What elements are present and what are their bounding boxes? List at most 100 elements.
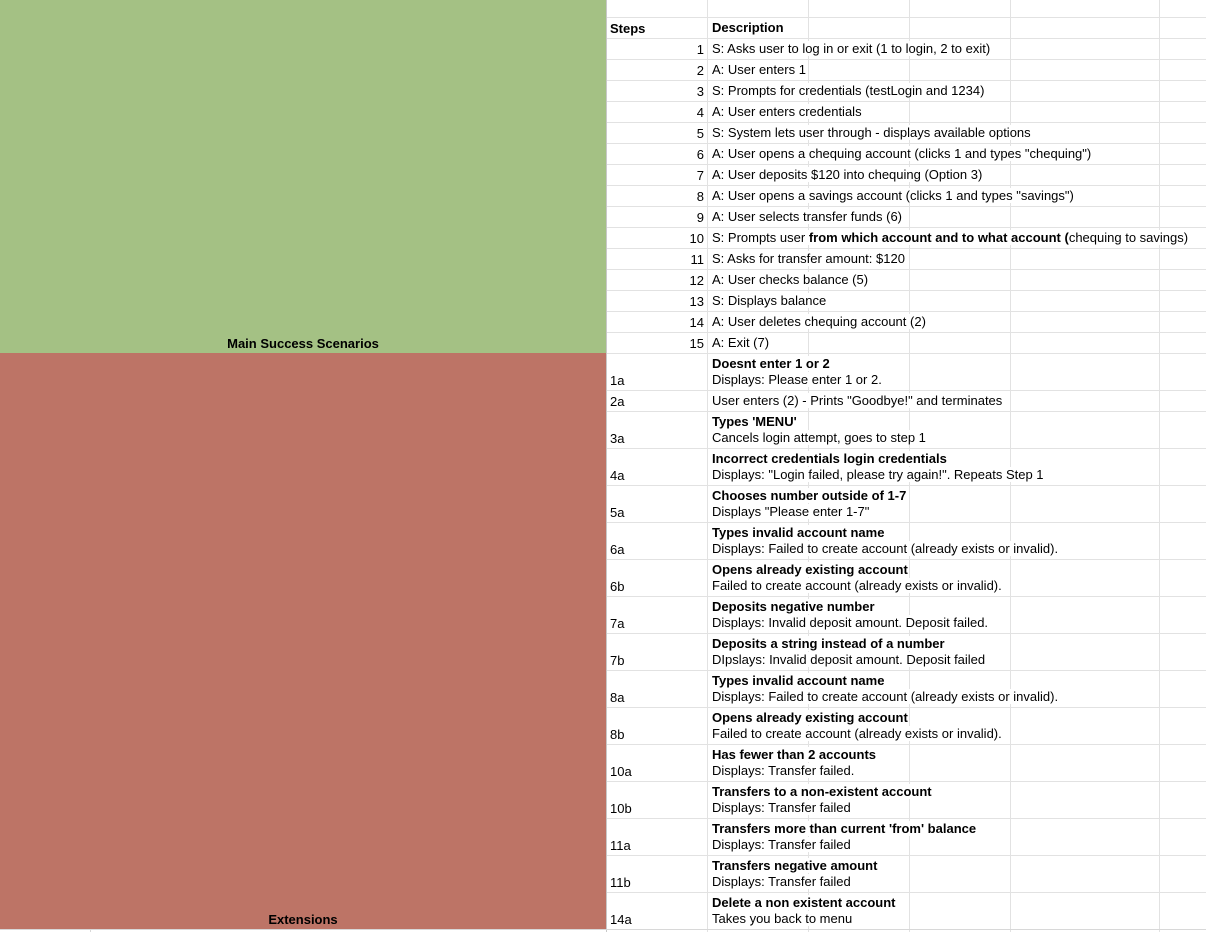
extension-id: 10b bbox=[610, 801, 632, 816]
grid-column-divider bbox=[808, 0, 809, 932]
extension-id: 8a bbox=[610, 690, 625, 705]
extension-row[interactable]: 11b Transfers negative amount Displays: Tr… bbox=[607, 856, 1206, 893]
main-step-row[interactable]: 6 A: User opens a chequing account (click… bbox=[607, 144, 1206, 165]
step-number: 6 bbox=[696, 147, 704, 162]
extension-detail: Displays: Please enter 1 or 2. bbox=[712, 372, 883, 387]
main-step-row[interactable]: 9 A: User selects transfer funds (6) bbox=[607, 207, 1206, 228]
extension-description: Deposits negative number Displays: Invali… bbox=[708, 599, 1206, 631]
extension-detail: Failed to create account (already exists… bbox=[712, 726, 1003, 741]
extension-description: Transfers more than current 'from' balan… bbox=[708, 821, 1206, 853]
extension-row[interactable]: 8b Opens already existing account Failed t… bbox=[607, 708, 1206, 745]
extension-row[interactable]: 8a Types invalid account name Displays: Fa… bbox=[607, 671, 1206, 708]
extension-title: Deposits a string instead of a number bbox=[712, 636, 946, 651]
extension-description: Opens already existing account Failed to … bbox=[708, 562, 1206, 594]
extension-detail: Displays: Transfer failed. bbox=[712, 763, 856, 778]
extension-id: 7a bbox=[610, 616, 625, 631]
main-step-row[interactable]: 13 S: Displays balance bbox=[607, 291, 1206, 312]
extension-description: Types invalid account name Displays: Fail… bbox=[708, 525, 1206, 557]
extension-title: Types invalid account name bbox=[712, 673, 886, 688]
extension-detail: Displays: Failed to create account (alre… bbox=[712, 689, 1060, 704]
extension-title: Delete a non existent account bbox=[712, 895, 897, 910]
main-step-row[interactable]: 7 A: User deposits $120 into chequing (Op… bbox=[607, 165, 1206, 186]
step-description: A: User enters 1 bbox=[712, 62, 807, 77]
extension-row[interactable]: 6a Types invalid account name Displays: Fa… bbox=[607, 523, 1206, 560]
extension-id: 8b bbox=[610, 727, 625, 742]
grid-column-divider bbox=[909, 0, 910, 932]
extension-description: Opens already existing account Failed to … bbox=[708, 710, 1206, 742]
step-description: A: User opens a chequing account (clicks… bbox=[712, 146, 1093, 161]
extension-row[interactable]: 7b Deposits a string instead of a number D… bbox=[607, 634, 1206, 671]
main-step-row[interactable]: 8 A: User opens a savings account (clicks… bbox=[607, 186, 1206, 207]
extension-row[interactable]: 5a Chooses number outside of 1-7 Displays … bbox=[607, 486, 1206, 523]
extension-detail: Displays: Invalid deposit amount. Deposi… bbox=[712, 615, 990, 630]
step-number: 4 bbox=[696, 105, 704, 120]
main-step-row[interactable]: 15 A: Exit (7) bbox=[607, 333, 1206, 354]
extension-row[interactable]: 1a Doesnt enter 1 or 2 Displays: Please en… bbox=[607, 354, 1206, 391]
main-step-row[interactable]: 14 A: User deletes chequing account (2) bbox=[607, 312, 1206, 333]
description-header: Description bbox=[712, 20, 785, 35]
extension-id: 2a bbox=[610, 394, 625, 409]
main-step-row[interactable]: 12 A: User checks balance (5) bbox=[607, 270, 1206, 291]
extension-detail: DIpslays: Invalid deposit amount. Deposi… bbox=[712, 652, 987, 667]
extensions-block[interactable]: Extensions bbox=[0, 353, 606, 929]
step-number: 10 bbox=[689, 231, 704, 246]
step-number: 9 bbox=[696, 210, 704, 225]
main-step-row[interactable]: 3 S: Prompts for credentials (testLogin a… bbox=[607, 81, 1206, 102]
step-description: A: User deposits $120 into chequing (Opt… bbox=[712, 167, 984, 182]
step-number: 11 bbox=[690, 252, 705, 267]
extension-detail: Displays: Failed to create account (alre… bbox=[712, 541, 1060, 556]
extension-title: Has fewer than 2 accounts bbox=[712, 747, 877, 762]
main-step-row[interactable]: 5 S: System lets user through - displays … bbox=[607, 123, 1206, 144]
step-number: 13 bbox=[689, 294, 704, 309]
step-number: 3 bbox=[696, 84, 704, 99]
main-step-row[interactable]: 1 S: Asks user to log in or exit (1 to lo… bbox=[607, 39, 1206, 60]
extension-description: User enters (2) - Prints "Goodbye!" and … bbox=[708, 393, 1206, 409]
extension-row[interactable]: 10b Transfers to a non-existent account Di… bbox=[607, 782, 1206, 819]
extension-id: 11a bbox=[610, 838, 631, 853]
extension-id: 14a bbox=[610, 912, 632, 927]
extension-description: Has fewer than 2 accounts Displays: Trans… bbox=[708, 747, 1206, 779]
step-description: A: User opens a savings account (clicks … bbox=[712, 188, 1075, 203]
step-description: A: Exit (7) bbox=[712, 335, 771, 350]
step-number: 1 bbox=[696, 42, 704, 57]
step-number: 8 bbox=[696, 189, 704, 204]
extension-row[interactable]: 2a User enters (2) - Prints "Goodbye!" an… bbox=[607, 391, 1206, 412]
step-number: 14 bbox=[689, 315, 704, 330]
extension-id: 11b bbox=[610, 875, 631, 890]
extension-row[interactable]: 11a Transfers more than current 'from' ba… bbox=[607, 819, 1206, 856]
extension-detail: Displays: Transfer failed bbox=[712, 837, 852, 852]
extension-title: Doesnt enter 1 or 2 bbox=[712, 356, 831, 371]
grid-bottom-border bbox=[0, 929, 1206, 930]
extension-row[interactable]: 7a Deposits negative number Displays: Inva… bbox=[607, 597, 1206, 634]
step-number: 5 bbox=[696, 126, 704, 141]
extension-row[interactable]: 4a Incorrect credentials login credential… bbox=[607, 449, 1206, 486]
extension-id: 3a bbox=[610, 431, 625, 446]
step-description: S: Prompts for credentials (testLogin an… bbox=[712, 83, 986, 98]
extension-description: Types invalid account name Displays: Fail… bbox=[708, 673, 1206, 705]
extension-title: Opens already existing account bbox=[712, 562, 909, 577]
extension-row[interactable]: 10a Has fewer than 2 accounts Displays: Tr… bbox=[607, 745, 1206, 782]
step-description: S: Displays balance bbox=[712, 293, 828, 308]
extension-description: Types 'MENU' Cancels login attempt, goes … bbox=[708, 414, 1206, 446]
main-step-row[interactable]: 11 S: Asks for transfer amount: $120 bbox=[607, 249, 1206, 270]
empty-row[interactable] bbox=[607, 0, 1206, 18]
main-success-scenarios-block[interactable]: Main Success Scenarios bbox=[0, 0, 606, 353]
extension-title: Transfers more than current 'from' balan… bbox=[712, 821, 978, 836]
spreadsheet-grid[interactable]: Steps Description 1 S: Asks user to log i… bbox=[606, 0, 1206, 932]
main-step-row[interactable]: 2 A: User enters 1 bbox=[607, 60, 1206, 81]
step-number: 12 bbox=[689, 273, 704, 288]
main-success-scenarios-label: Main Success Scenarios bbox=[227, 336, 379, 351]
extension-id: 10a bbox=[610, 764, 632, 779]
extension-id: 6a bbox=[610, 542, 625, 557]
main-step-row[interactable]: 10 S: Prompts user from which account and… bbox=[607, 228, 1206, 249]
extension-row[interactable]: 3a Types 'MENU' Cancels login attempt, goe… bbox=[607, 412, 1206, 449]
main-step-row[interactable]: 4 A: User enters credentials bbox=[607, 102, 1206, 123]
extension-id: 5a bbox=[610, 505, 625, 520]
extension-title: Transfers to a non-existent account bbox=[712, 784, 933, 799]
step-description: S: System lets user through - displays a… bbox=[712, 125, 1032, 140]
extension-title: Chooses number outside of 1-7 bbox=[712, 488, 908, 503]
header-row[interactable]: Steps Description bbox=[607, 18, 1206, 39]
extension-row[interactable]: 6b Opens already existing account Failed t… bbox=[607, 560, 1206, 597]
extension-row[interactable]: 14a Delete a non existent account Takes yo… bbox=[607, 893, 1206, 930]
extension-title: Opens already existing account bbox=[712, 710, 909, 725]
